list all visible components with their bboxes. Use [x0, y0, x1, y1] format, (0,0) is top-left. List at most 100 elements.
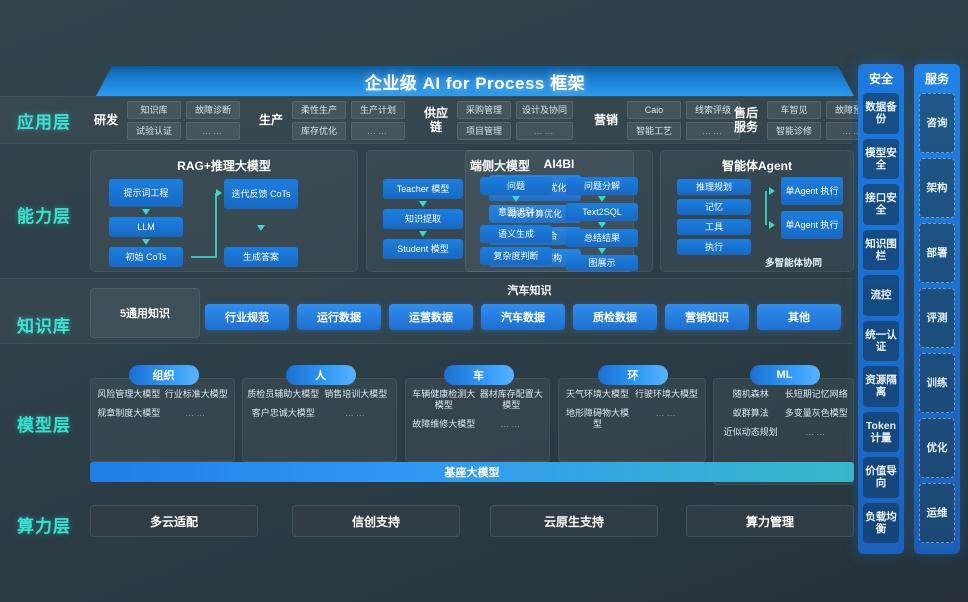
application-group[interactable]: 研发 知识库 试验认证 故障诊断 ……: [90, 98, 240, 142]
capability-title-rag: RAG+推理大模型: [177, 159, 271, 173]
application-chip[interactable]: 智能诊修: [767, 121, 821, 140]
model-item[interactable]: 车辆健康检测大模型: [412, 389, 476, 410]
model-item[interactable]: ……: [344, 408, 367, 418]
model-item[interactable]: 行驶环境大模型: [634, 389, 698, 399]
application-chip[interactable]: 车智见: [767, 100, 821, 119]
application-chip[interactable]: 设计及协同: [516, 100, 574, 119]
service-item[interactable]: 咨询: [919, 93, 955, 153]
model-column: 行驶环境大模型 ……: [632, 389, 701, 430]
model-group-columns: 随机森林蚁群算法近似动态规划 长短期记忆网络 多变量灰色模型 ……: [718, 389, 849, 438]
model-group[interactable]: 环天气环境大模型地形障碍物大模型 行驶环境大模型 ……: [558, 365, 706, 462]
security-item[interactable]: 接口安全: [863, 184, 899, 225]
model-group-pill: 环: [598, 365, 668, 385]
compute-button[interactable]: 算力管理: [686, 505, 854, 537]
model-item[interactable]: 规章制度大模型: [97, 408, 161, 418]
model-item[interactable]: 器材库存配置大模型: [479, 389, 543, 410]
service-item[interactable]: 优化: [919, 418, 955, 478]
model-item[interactable]: 多变量灰色模型: [784, 408, 848, 418]
compute-button[interactable]: 信创支持: [292, 505, 460, 537]
service-item[interactable]: 训练: [919, 353, 955, 413]
application-chip[interactable]: ……: [516, 121, 574, 140]
knowledge-chip[interactable]: 汽车数据: [481, 304, 565, 330]
service-item[interactable]: 运维: [919, 483, 955, 543]
model-item[interactable]: 地形障碍物大模型: [565, 408, 629, 429]
knowledge-chip[interactable]: 质检数据: [573, 304, 657, 330]
model-item[interactable]: ……: [185, 408, 208, 418]
security-item[interactable]: 模型安全: [863, 138, 899, 179]
application-group[interactable]: 供应链 采购管理 项目管理 设计及协同 ……: [420, 98, 574, 142]
layer-label-compute: 算力层: [17, 517, 71, 536]
application-chip[interactable]: 知识库: [127, 100, 181, 119]
arrow-down-icon: [257, 225, 265, 231]
application-chip[interactable]: Caio: [627, 100, 681, 119]
model-item[interactable]: 质检员辅助大模型: [247, 389, 320, 399]
security-item[interactable]: 统一认证: [863, 320, 899, 361]
security-item[interactable]: 流控: [863, 275, 899, 316]
knowledge-chip[interactable]: 其他: [757, 304, 841, 330]
arrow-down-icon: [598, 222, 606, 228]
application-chip-column: 柔性生产 库存优化: [292, 100, 346, 140]
agent-box-tools: 工具: [677, 219, 751, 235]
application-chip[interactable]: 生产计划: [351, 100, 405, 119]
service-item[interactable]: 评测: [919, 288, 955, 348]
compute-button[interactable]: 云原生支持: [490, 505, 658, 537]
application-chip-columns: 采购管理项目管理 设计及协同 ……: [457, 100, 574, 140]
application-chip[interactable]: 采购管理: [457, 100, 511, 119]
model-item[interactable]: ……: [500, 419, 523, 429]
application-group[interactable]: 营销 Caio 智能工艺 线索评级 ……: [590, 98, 740, 142]
model-item[interactable]: 销售培训大模型: [324, 389, 388, 399]
arrow-down-icon: [419, 201, 427, 207]
application-group[interactable]: 生产 柔性生产 库存优化 生产计划 ……: [255, 98, 405, 142]
application-chip[interactable]: 柔性生产: [292, 100, 346, 119]
layer-label-knowledge: 知识库: [17, 317, 71, 336]
arrow-down-icon: [419, 231, 427, 237]
model-item[interactable]: 行业标准大模型: [164, 389, 228, 399]
application-chip[interactable]: 项目管理: [457, 121, 511, 140]
security-item[interactable]: 价值导向: [863, 457, 899, 498]
model-item[interactable]: 随机森林: [732, 389, 769, 399]
application-chip[interactable]: 智能工艺: [627, 121, 681, 140]
application-chip[interactable]: ……: [186, 121, 240, 140]
edge-box-distill: 知识提取: [383, 209, 463, 229]
application-chip[interactable]: 库存优化: [292, 121, 346, 140]
knowledge-layer-band: [0, 278, 852, 344]
model-item[interactable]: 客户忠诚大模型: [251, 408, 315, 418]
model-group[interactable]: 车车辆健康检测大模型 故障维修大模型 器材库存配置大模型 ……: [405, 365, 550, 462]
service-item[interactable]: 架构: [919, 158, 955, 218]
ai4bi-box-intent: 意图识别: [497, 206, 534, 217]
model-item[interactable]: 近似动态规划: [723, 427, 778, 437]
model-item[interactable]: ……: [805, 427, 828, 437]
edge-box-student: Student 模型: [383, 239, 463, 259]
knowledge-chip[interactable]: 行业规范: [205, 304, 289, 330]
arrow-down-icon: [142, 209, 150, 215]
model-item[interactable]: ……: [655, 408, 678, 418]
model-group[interactable]: 人质检员辅助大模型 客户忠诚大模型 销售培训大模型 ……: [242, 365, 397, 462]
knowledge-chip[interactable]: 运行数据: [297, 304, 381, 330]
model-item[interactable]: 长短期记忆网络: [784, 389, 848, 399]
model-item[interactable]: 故障维修大模型: [412, 419, 476, 429]
capability-panel-agent: 智能体Agent 推理规划 记忆 工具 执行 单Agent 执行 单Agent …: [660, 150, 854, 272]
service-item[interactable]: 部署: [919, 223, 955, 283]
model-item[interactable]: 风险管理大模型: [97, 389, 161, 399]
security-item[interactable]: 资源隔离: [863, 366, 899, 407]
application-chip[interactable]: ……: [351, 121, 405, 140]
model-item[interactable]: 蚁群算法: [732, 408, 769, 418]
model-item[interactable]: 天气环境大模型: [565, 389, 629, 399]
knowledge-chip[interactable]: 运营数据: [389, 304, 473, 330]
security-item[interactable]: 知识围栏: [863, 229, 899, 270]
model-group-columns: 质检员辅助大模型 客户忠诚大模型 销售培训大模型 ……: [247, 389, 392, 419]
arrow-down-icon: [512, 196, 520, 202]
knowledge-chip[interactable]: 营销知识: [665, 304, 749, 330]
security-item[interactable]: Token计量: [863, 411, 899, 452]
application-chip-columns: 柔性生产库存优化 生产计划 ……: [292, 100, 405, 140]
compute-button[interactable]: 多云适配: [90, 505, 258, 537]
application-chip[interactable]: 故障诊断: [186, 100, 240, 119]
security-item[interactable]: 数据备份: [863, 93, 899, 134]
model-group[interactable]: 组织 风险管理大模型 规章制度大模型 行业标准大模型 ……: [90, 365, 235, 462]
application-chip[interactable]: 线索评级: [686, 100, 740, 119]
agent-box-execute: 执行: [677, 239, 751, 255]
application-chip[interactable]: ……: [686, 121, 740, 140]
security-item[interactable]: 负载均衡: [863, 502, 899, 543]
application-chip-column: 知识库 试验认证: [127, 100, 181, 140]
application-chip[interactable]: 试验认证: [127, 121, 181, 140]
